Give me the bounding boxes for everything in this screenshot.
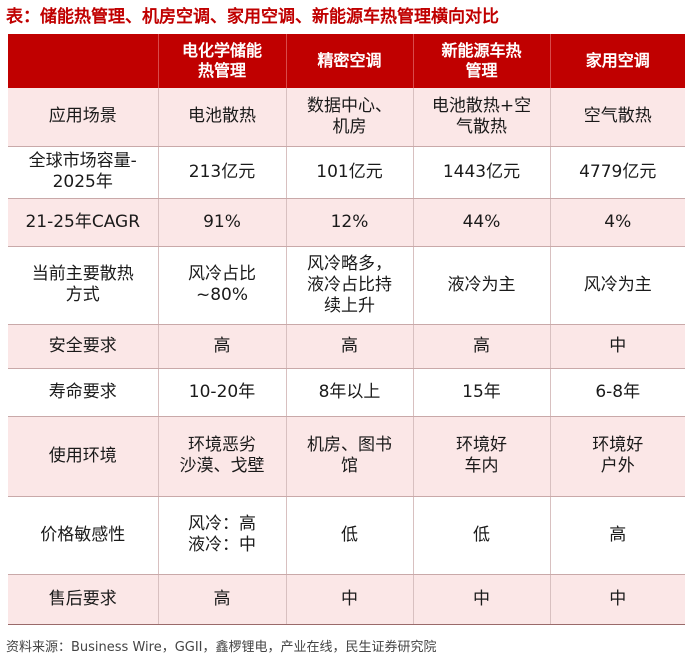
table-row: 价格敏感性 风冷：高 液冷：中 低 低 高: [8, 496, 685, 575]
row-label: 应用场景: [8, 88, 158, 147]
comparison-table: 电化学储能 热管理 精密空调 新能源车热 管理 家用空调 应用场景 电池散热 数据中…: [8, 34, 685, 625]
table-cell: 44%: [412, 198, 550, 247]
table-row: 全球市场容量- 2025年 213亿元 101亿元 1443亿元 4779亿元: [8, 146, 685, 199]
table-cell: 91%: [157, 198, 286, 247]
table-row: 售后要求 高 中 中 中: [8, 574, 685, 625]
table-cell: 中: [285, 574, 413, 625]
row-label: 21-25年CAGR: [8, 198, 158, 247]
table-row: 21-25年CAGR 91% 12% 44% 4%: [8, 198, 685, 247]
table-cell: 4779亿元: [549, 146, 685, 199]
table-cell: 环境好 户外: [549, 416, 685, 497]
table-row: 应用场景 电池散热 数据中心、 机房 电池散热+空 气散热 空气散热: [8, 88, 685, 147]
table-cell: 环境恶劣 沙漠、戈壁: [157, 416, 286, 497]
table-cell: 15年: [412, 368, 550, 417]
table-cell: 风冷占比 ~80%: [157, 246, 286, 325]
row-label: 安全要求: [8, 324, 158, 369]
table-cell: 高: [157, 324, 286, 369]
row-label: 寿命要求: [8, 368, 158, 417]
table-cell: 风冷：高 液冷：中: [157, 496, 286, 575]
row-label: 全球市场容量- 2025年: [8, 146, 158, 199]
table-cell: 高: [157, 574, 286, 625]
table-cell: 中: [412, 574, 550, 625]
source-note: 资料来源：Business Wire，GGII，鑫椤锂电，产业在线，民生证券研究…: [6, 640, 437, 655]
header-row: 电化学储能 热管理 精密空调 新能源车热 管理 家用空调: [8, 34, 685, 88]
table-cell: 中: [549, 574, 685, 625]
table-cell: 8年以上: [285, 368, 413, 417]
table-cell: 高: [412, 324, 550, 369]
table-cell: 213亿元: [157, 146, 286, 199]
table-cell: 液冷为主: [412, 246, 550, 325]
table-cell: 机房、图书馆: [285, 416, 413, 497]
table-cell: 高: [285, 324, 413, 369]
table-cell: 数据中心、 机房: [285, 88, 413, 147]
table-row: 安全要求 高 高 高 中: [8, 324, 685, 369]
header-cell-home-ac: 家用空调: [549, 34, 685, 88]
row-label: 当前主要散热 方式: [8, 246, 158, 325]
row-label: 价格敏感性: [8, 496, 158, 575]
table-cell: 4%: [549, 198, 685, 247]
table-cell: 风冷略多， 液冷占比持 续上升: [285, 246, 413, 325]
table-cell: 10-20年: [157, 368, 286, 417]
table-cell: 环境好 车内: [412, 416, 550, 497]
header-cell-energy-storage: 电化学储能 热管理: [157, 34, 286, 88]
table-cell: 中: [549, 324, 685, 369]
table-cell: 1443亿元: [412, 146, 550, 199]
table-cell: 低: [285, 496, 413, 575]
header-cell-category: [8, 34, 158, 88]
table-row: 使用环境 环境恶劣 沙漠、戈壁 机房、图书馆 环境好 车内 环境好 户外: [8, 416, 685, 497]
row-label: 使用环境: [8, 416, 158, 497]
table-cell: 6-8年: [549, 368, 685, 417]
row-label: 售后要求: [8, 574, 158, 625]
table-cell: 高: [549, 496, 685, 575]
table-cell: 电池散热+空 气散热: [412, 88, 550, 147]
header-cell-ev-thermal: 新能源车热 管理: [412, 34, 550, 88]
table-cell: 12%: [285, 198, 413, 247]
table-cell: 低: [412, 496, 550, 575]
table-cell: 风冷为主: [549, 246, 685, 325]
table-row: 当前主要散热 方式 风冷占比 ~80% 风冷略多， 液冷占比持 续上升 液冷为主 风冷为…: [8, 246, 685, 325]
table-row: 寿命要求 10-20年 8年以上 15年 6-8年: [8, 368, 685, 417]
table-cell: 电池散热: [157, 88, 286, 147]
table-title: 表：储能热管理、机房空调、家用空调、新能源车热管理横向对比: [6, 7, 499, 27]
table-cell: 101亿元: [285, 146, 413, 199]
table-cell: 空气散热: [549, 88, 685, 147]
header-cell-precision-ac: 精密空调: [285, 34, 413, 88]
